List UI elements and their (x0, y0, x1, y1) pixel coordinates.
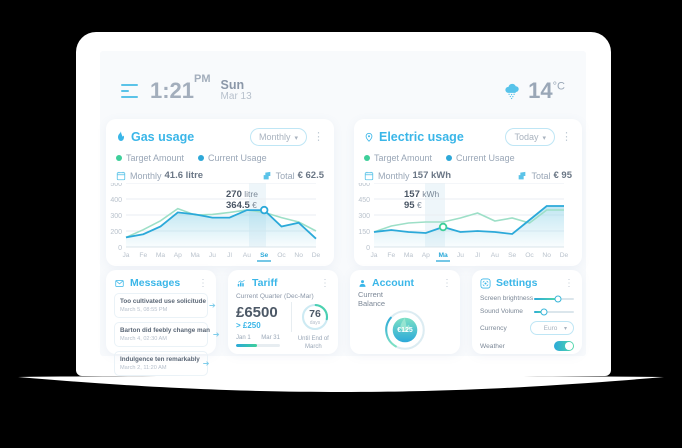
svg-text:Se: Se (260, 252, 268, 259)
svg-text:Oc: Oc (277, 252, 286, 259)
svg-text:Ap: Ap (174, 252, 182, 259)
svg-text:Ma: Ma (156, 252, 166, 259)
svg-text:200: 200 (110, 229, 122, 236)
svg-text:300: 300 (110, 213, 122, 220)
svg-text:Ma: Ma (190, 252, 200, 259)
svg-text:Fe: Fe (139, 252, 147, 259)
svg-text:Ja: Ja (122, 252, 129, 259)
svg-text:Fe: Fe (387, 252, 395, 259)
svg-text:0: 0 (118, 245, 122, 252)
svg-text:Jl: Jl (227, 252, 232, 259)
svg-text:Ma: Ma (404, 252, 414, 259)
svg-text:Ma: Ma (438, 252, 448, 259)
svg-text:No: No (542, 252, 551, 259)
svg-text:Au: Au (491, 252, 499, 259)
svg-text:0: 0 (366, 245, 370, 252)
svg-text:Jl: Jl (475, 252, 480, 259)
svg-text:500: 500 (110, 183, 122, 188)
svg-text:450: 450 (358, 197, 370, 204)
svg-text:400: 400 (110, 197, 122, 204)
svg-text:300: 300 (358, 213, 370, 220)
svg-text:Ja: Ja (370, 252, 377, 259)
svg-text:Ap: Ap (422, 252, 430, 259)
svg-text:De: De (560, 252, 569, 259)
svg-text:150: 150 (358, 229, 370, 236)
svg-text:De: De (312, 252, 321, 259)
svg-text:Oc: Oc (525, 252, 534, 259)
svg-text:No: No (294, 252, 303, 259)
svg-text:Ju: Ju (209, 252, 216, 259)
svg-text:Au: Au (243, 252, 251, 259)
svg-text:Ju: Ju (457, 252, 464, 259)
svg-text:600: 600 (358, 183, 370, 188)
svg-text:Se: Se (508, 252, 516, 259)
